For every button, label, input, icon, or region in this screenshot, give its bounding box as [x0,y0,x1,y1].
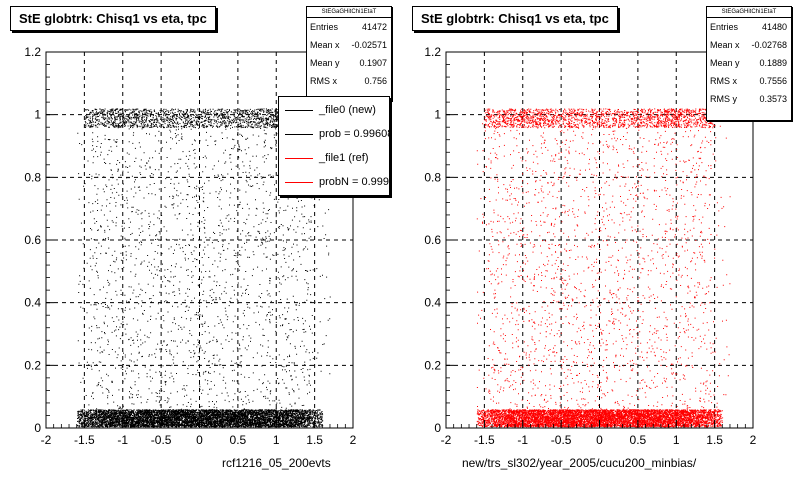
left-stats-row: RMS x 0.756 [307,72,391,90]
right-stats-label: RMS y [710,94,737,104]
left-legend-label: _file0 (new) [319,104,376,116]
left-xtick-label-7: 1.5 [306,433,323,447]
left-xtick-label-6: 1 [273,433,280,447]
left-legend-entry: _file0 (new) [279,98,389,122]
left-ytick-label-2: 0.4 [24,296,41,310]
right-ytick-label-0: 0 [434,421,441,435]
right-stats-row: Entries 41480 [707,18,791,36]
right-xtick-label-8: 2 [750,433,757,447]
right-ytick-label-6: 1.2 [424,45,441,59]
left-stats-label: Mean x [310,40,340,50]
right-xtick-label-3: -0.5 [551,433,572,447]
left-xtick-label-4: 0 [196,433,203,447]
right-stats-value: 0.1889 [759,58,787,68]
left-legend-swatch [285,181,313,183]
left-stats-row: Entries 41472 [307,18,391,36]
right-ytick-label-5: 1 [434,108,441,122]
left-legend: _file0 (new) prob = 0.996088 _file1 (ref) p… [278,96,390,196]
right-stats-row: RMS x 0.7556 [707,72,791,90]
right-xtick-label-5: 0.5 [630,433,647,447]
left-stats-row: Mean y 0.1907 [307,54,391,72]
right-stats-value: 0.7556 [759,76,787,86]
right-ytick-label-4: 0.8 [424,170,441,184]
right-title: StE globtrk: Chisq1 vs eta, tpc [412,6,618,31]
left-stats-label: Entries [310,22,339,32]
left-stats-value: -0.02571 [351,40,387,50]
right-stats-label: Mean x [710,40,740,50]
right-stats-row: Mean y 0.1889 [707,54,791,72]
left-stats-value: 41472 [361,22,387,32]
left-stats-box: StEGaGHitChi1EtaT Entries 41472 Mean x -0.0… [306,6,392,101]
left-ytick-label-4: 0.8 [24,170,41,184]
right-xtick-label-2: -1 [517,433,528,447]
left-stats-value: 0.756 [364,76,387,86]
right-stats-label: Mean y [710,58,740,68]
right-scatter-points [476,108,731,428]
left-xtick-label-1: -1.5 [74,433,95,447]
left-stats-value: 0.1907 [359,58,387,68]
left-xtick-label-3: -0.5 [151,433,172,447]
left-xtick-label-8: 2 [350,433,357,447]
right-stats-row: RMS y 0.3573 [707,90,791,108]
right-stats-value: 0.3573 [759,94,787,104]
right-ytick-label-2: 0.4 [424,296,441,310]
right-plot-svg: -2 -1.5 -1 -0.5 0 0.5 1 1.5 2 0 0.2 0.4 0.6 0.8 1 1.2 [424,45,757,447]
right-stats-header: StEGaGHitChi1EtaT [707,7,791,18]
left-legend-entry: probN = 0.99965 [279,170,389,194]
right-stats-box: StEGaGHitChi1EtaT Entries 41480 Mean x -0.0… [706,6,792,121]
left-x-axis-title: rcf1216_05_200evts [222,456,331,470]
left-stats-row: Mean x -0.02571 [307,36,391,54]
left-stats-label: RMS x [310,76,337,86]
right-xtick-label-4: 0 [596,433,603,447]
left-legend-swatch [285,133,313,135]
right-xtick-label-6: 1 [673,433,680,447]
right-stats-value: -0.02768 [751,40,787,50]
left-legend-label: probN = 0.99965 [319,176,390,188]
right-ytick-label-1: 0.2 [424,358,441,372]
left-legend-entry: _file1 (ref) [279,146,389,170]
right-stats-label: RMS x [710,76,737,86]
right-stats-value: 41480 [761,22,787,32]
right-stats-label: Entries [710,22,739,32]
left-legend-label: _file1 (ref) [319,152,369,164]
left-xtick-label-5: 0.5 [230,433,247,447]
left-title: StE globtrk: Chisq1 vs eta, tpc [10,6,216,31]
left-legend-entry: prob = 0.996088 [279,122,389,146]
right-x-axis-title: new/trs_sl302/year_2005/cucu200_minbias/ [462,456,697,470]
left-legend-swatch [285,109,313,111]
right-scatter-cloud [476,108,731,428]
right-stats-row: Mean x -0.02768 [707,36,791,54]
left-xtick-label-0: -2 [41,433,52,447]
right-xtick-label-0: -2 [441,433,452,447]
left-ytick-label-5: 1 [34,108,41,122]
left-legend-swatch [285,157,313,159]
left-ytick-label-3: 0.6 [24,233,41,247]
left-stats-label: Mean y [310,58,340,68]
left-ytick-label-0: 0 [34,421,41,435]
left-ytick-label-1: 0.2 [24,358,41,372]
left-legend-label: prob = 0.996088 [319,128,389,140]
left-ytick-label-6: 1.2 [24,45,41,59]
left-xtick-label-2: -1 [117,433,128,447]
right-xtick-label-7: 1.5 [706,433,723,447]
right-xtick-label-1: -1.5 [474,433,495,447]
right-ytick-label-3: 0.6 [424,233,441,247]
left-stats-header: StEGaGHitChi1EtaT [307,7,391,18]
